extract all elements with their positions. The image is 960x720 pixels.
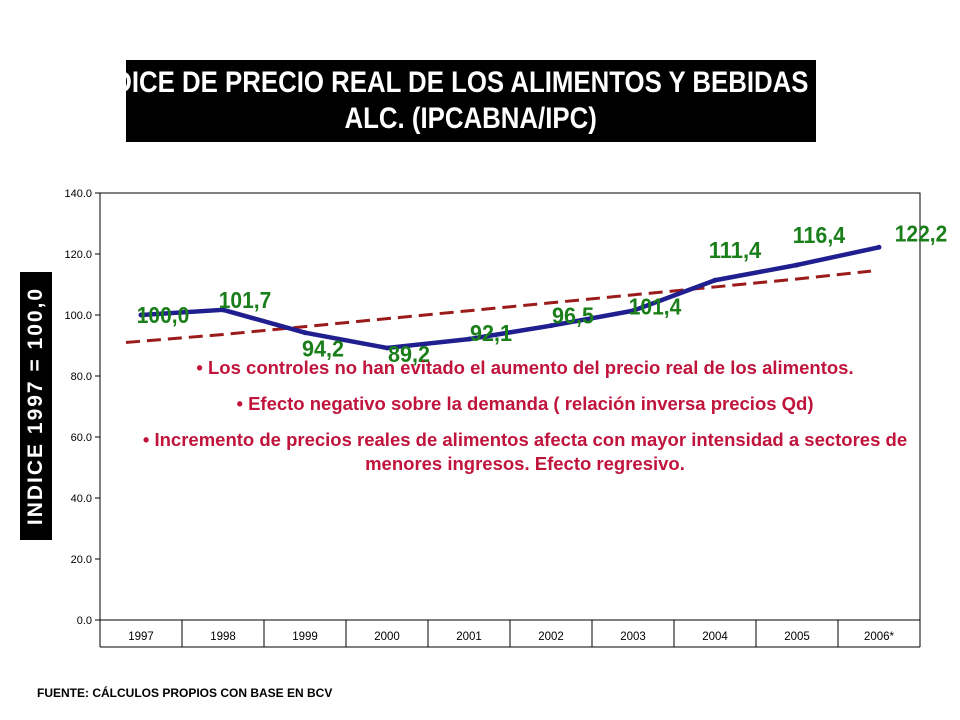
series-point — [220, 307, 226, 313]
data-label: 111,4 — [709, 237, 762, 263]
series-point — [712, 277, 718, 283]
y-tick-label: 80.0 — [71, 371, 92, 383]
x-tick-label: 1998 — [210, 631, 236, 643]
series-point — [302, 330, 308, 336]
x-tick-label: 2001 — [456, 631, 482, 643]
note-3: • Incremento de precios reales de alimen… — [142, 429, 908, 474]
data-label: 94,2 — [302, 336, 344, 362]
x-tick-label: 2002 — [538, 631, 564, 643]
y-tick-label: 100.0 — [64, 310, 92, 322]
data-label: 101,7 — [219, 287, 272, 313]
y-tick-label: 120.0 — [64, 249, 92, 261]
series-point — [794, 262, 800, 268]
note-1: • Los controles no han evitado el aument… — [196, 357, 854, 378]
x-tick-label: 2000 — [374, 631, 400, 643]
source-note: FUENTE: CÁLCULOS PROPIOS CON BASE EN BCV — [37, 686, 333, 700]
x-tick-label: 2004 — [702, 631, 728, 643]
trend-line — [125, 269, 872, 344]
series-point — [548, 323, 554, 329]
data-label: 100,0 — [137, 302, 190, 328]
series-line — [140, 245, 880, 351]
x-tick-label: 1997 — [128, 631, 154, 643]
y-tick-label: 60.0 — [71, 432, 92, 444]
chart-title-line-1: INDICE DE PRECIO REAL DE LOS ALIMENTOS Y… — [87, 66, 855, 99]
chart-title-line-2: ALC. (IPCABNA/IPC) — [344, 102, 598, 135]
x-tick-label: 2003 — [620, 631, 646, 643]
y-tick-label: 0.0 — [77, 615, 92, 627]
data-label: 101,4 — [629, 294, 682, 320]
data-label: 89,2 — [388, 341, 430, 367]
data-label: 122,2 — [895, 220, 948, 246]
note-2: • Efecto negativo sobre la demanda ( rel… — [236, 393, 814, 414]
data-label: 116,4 — [793, 222, 846, 248]
y-tick-label: 140.0 — [64, 188, 92, 200]
data-label: 92,1 — [470, 320, 512, 346]
y-tick-label: 40.0 — [71, 493, 92, 505]
x-tick-label: 2005 — [784, 631, 810, 643]
series-point — [384, 345, 390, 351]
chart-title-box: INDICE DE PRECIO REAL DE LOS ALIMENTOS Y… — [88, 60, 854, 142]
x-tick-label: 1999 — [292, 631, 318, 643]
y-tick-label: 20.0 — [71, 554, 92, 566]
data-label: 96,5 — [552, 303, 594, 329]
series-point — [138, 312, 144, 318]
series-point — [630, 308, 636, 314]
series-point — [466, 336, 472, 342]
series-point — [876, 244, 882, 250]
notes-block: • Los controles no han evitado el aument… — [140, 356, 910, 488]
y-axis-label-box: INDICE 1997 = 100,0 — [20, 272, 52, 540]
x-tick-label: 2006* — [864, 631, 895, 643]
